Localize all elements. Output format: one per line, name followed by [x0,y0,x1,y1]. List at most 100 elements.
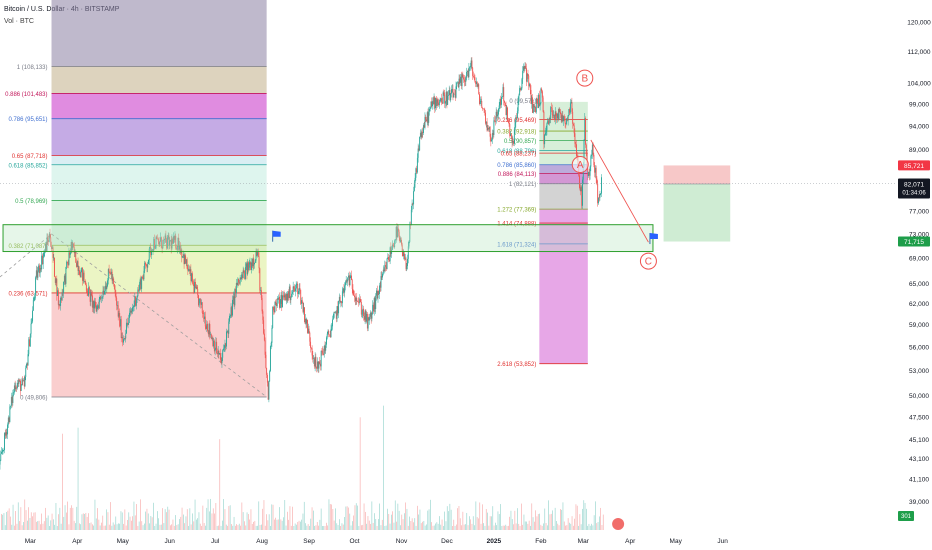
volume-bar [367,516,369,530]
candle-body [549,118,551,119]
candle-body [91,295,93,308]
candle-body [544,134,546,145]
candle-body [114,289,116,294]
volume-bar [27,520,28,530]
candle-body [592,144,594,155]
volume-bar [354,505,356,530]
candle-body [380,276,382,288]
candle-body [191,273,193,283]
candle-body [563,116,565,122]
candle-body [431,101,433,107]
volume-bar [586,508,587,530]
candle-body [551,107,552,109]
candle-body [539,103,541,106]
candle-body [332,319,333,327]
candle-body [244,267,246,279]
candle-body [337,306,339,314]
candle-body [126,322,128,325]
candle-body [491,139,493,142]
volume-bar [301,519,302,530]
candle-body [85,284,87,291]
volume-bar [458,506,460,530]
candle-body [216,353,218,355]
fib-ext-level-label: 0.236 (95,469) [497,118,536,124]
candle-body [189,269,191,272]
candle-body [429,106,431,109]
candle-body [87,292,89,296]
volume-bar [532,517,534,530]
candle-body [454,94,456,98]
volume-bar [501,525,503,530]
volume-bar [488,525,490,530]
candle-body [220,359,222,364]
candle-body [399,237,401,243]
volume-bar [366,523,367,530]
candle-body [136,296,138,300]
candle-body [135,299,137,306]
candle-body [132,307,134,308]
candle-body [277,298,279,300]
volume-bar [401,514,403,530]
candle-body [162,239,164,249]
volume-bar [242,512,244,530]
candle-body [571,102,573,112]
volume-bar [424,525,426,530]
volume-bar [40,524,41,530]
candle-body [126,322,127,334]
volume-bar [348,507,349,530]
fib-level-label: 0.786 (95,651) [8,117,47,123]
candle-body [505,104,507,116]
candle-body [559,109,561,113]
volume-bar [482,504,483,530]
candle-body [170,240,172,249]
candle-body [203,313,205,320]
candle-body [187,268,189,271]
fib-level-label: 1 (108,133) [17,65,48,71]
time-tick-label: Apr [625,538,636,545]
candle-body [280,295,282,304]
candle-body [157,239,159,242]
candle-body [159,241,161,245]
candle-body [47,238,49,241]
volume-bar [456,524,457,530]
candle-body [384,265,386,272]
price-label-badge [898,160,930,171]
candle-body [49,233,51,238]
volume-bar [509,516,510,530]
candle-body [444,101,446,104]
candle-body [428,111,430,123]
candle-body [557,113,559,120]
volume-bar [413,522,414,530]
candle-body [7,424,9,435]
volume-bar [522,524,523,530]
candle-body [123,338,125,340]
volume-bar [402,519,404,530]
time-tick-label: 2025 [487,538,502,545]
fib-band-065-0786 [51,118,267,156]
volume-bar [298,520,300,530]
candle-body [570,102,572,104]
volume-bar [60,523,62,530]
candle-body [148,248,150,260]
candle-body [371,312,373,319]
candle-body [472,67,474,77]
volume-bar [593,515,595,530]
volume-bar [132,516,133,530]
volume-bar [167,506,169,530]
volume-bar [92,524,93,530]
volume-bar [376,525,378,530]
candle-body [319,363,321,367]
volume-bar [600,507,601,530]
volume-bar [155,523,157,530]
candle-body [63,281,65,294]
candle-body [3,449,5,451]
volume-bar [16,523,18,530]
volume-bar [59,507,61,530]
volume-bar [583,500,585,530]
candle-body [269,371,271,382]
candle-body [479,101,481,105]
price-tick-label: 43,100 [909,456,929,463]
candle-body [504,102,506,105]
volume-bar [141,521,143,530]
